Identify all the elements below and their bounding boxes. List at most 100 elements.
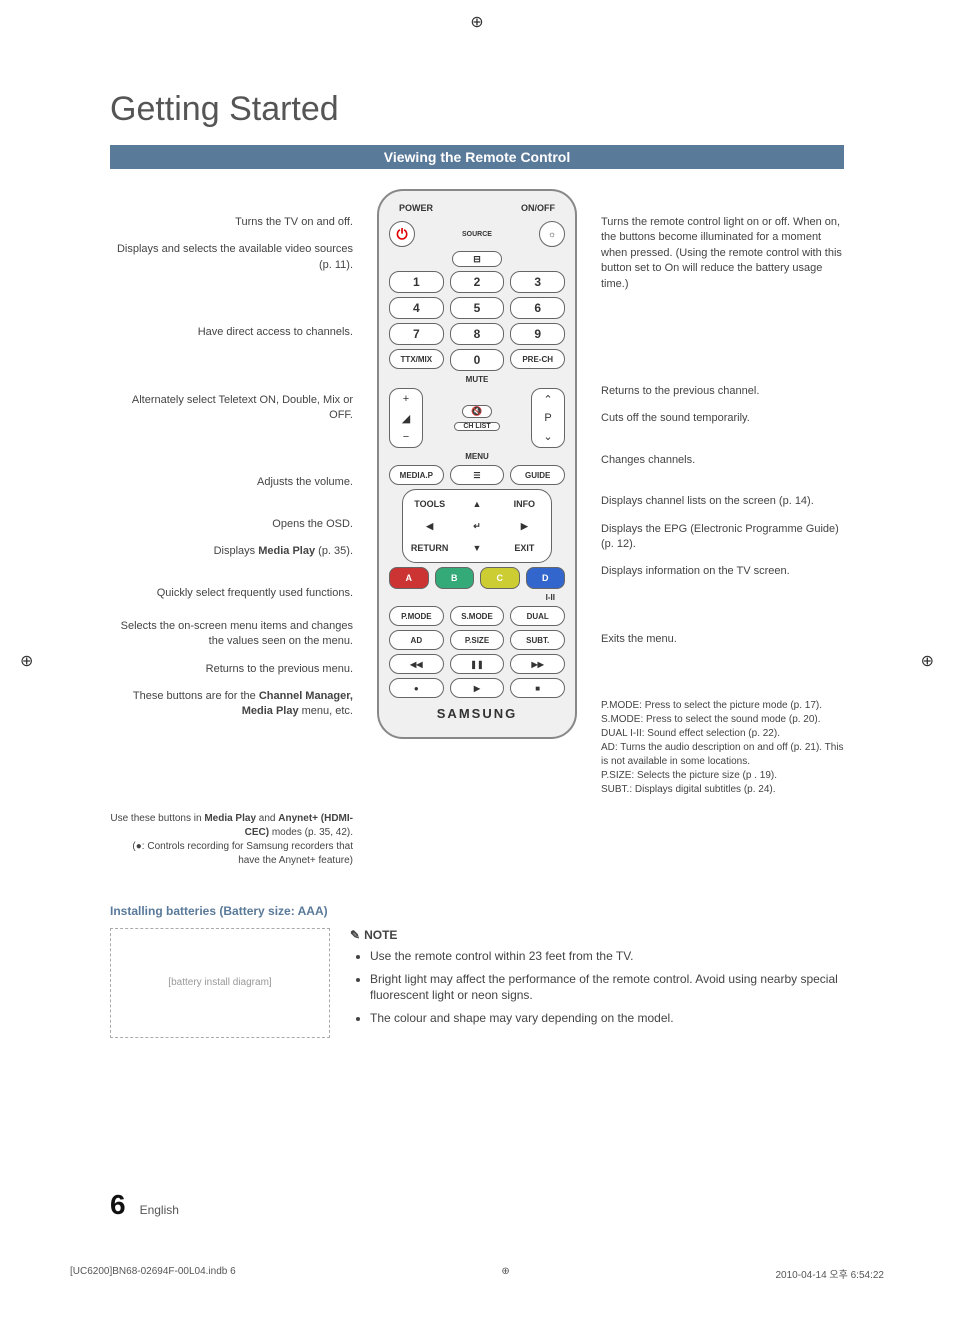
- psize-button[interactable]: P.SIZE: [450, 630, 505, 650]
- mediap-button[interactable]: MEDIA.P: [389, 465, 444, 485]
- desc-return: Returns to the previous menu.: [110, 662, 353, 677]
- right-column: Turns the remote control light on or off…: [587, 189, 844, 880]
- dual-label: I-II: [389, 593, 565, 602]
- menu-label: MENU: [389, 452, 565, 461]
- source-label: SOURCE: [421, 231, 533, 238]
- desc-modes: P.MODE: Press to select the picture mode…: [601, 699, 844, 797]
- nav-enter[interactable]: ↵: [454, 516, 499, 536]
- num-7-button[interactable]: 7: [389, 323, 444, 345]
- crop-mark-right: ⊕: [921, 651, 934, 671]
- nav-left[interactable]: ◀: [407, 516, 452, 536]
- record-button[interactable]: ●: [389, 678, 444, 698]
- desc-tools: Quickly select frequently used functions…: [110, 586, 353, 601]
- brand-logo: SAMSUNG: [389, 706, 565, 721]
- ch-down: ⌄: [543, 430, 552, 443]
- num-4-button[interactable]: 4: [389, 297, 444, 319]
- p-label: P: [544, 412, 551, 424]
- power-icon: ⏻: [396, 226, 407, 243]
- subt-button[interactable]: SUBT.: [510, 630, 565, 650]
- source-button[interactable]: ⊟: [452, 251, 502, 267]
- color-b-button[interactable]: B: [435, 567, 475, 589]
- dual-button[interactable]: DUAL: [510, 606, 565, 626]
- note-item: Bright light may affect the performance …: [370, 971, 844, 1005]
- nav-up[interactable]: ▲: [454, 494, 499, 514]
- crop-mark-left: ⊕: [20, 651, 33, 671]
- num-1-button[interactable]: 1: [389, 271, 444, 293]
- num-2-button[interactable]: 2: [450, 271, 505, 293]
- play-button[interactable]: ▶: [450, 678, 505, 698]
- crop-mark-top: ⊕: [470, 12, 483, 32]
- remote-layout: Turns the TV on and off. Displays and se…: [110, 189, 844, 880]
- desc-numbers: Have direct access to channels.: [110, 325, 353, 340]
- channel-rocker[interactable]: ⌃ P ⌄: [531, 388, 565, 448]
- left-column: Turns the TV on and off. Displays and se…: [110, 189, 367, 880]
- note-label: ✎NOTE: [350, 928, 844, 942]
- power-button[interactable]: ⏻: [389, 221, 415, 247]
- page-number: 6: [110, 1189, 126, 1221]
- doc-footer: [UC6200]BN68-02694F-00L04.indb 6 ⊕ 2010-…: [70, 1266, 884, 1281]
- nav-pad[interactable]: TOOLS ▲ INFO ◀ ↵ ▶ RETURN ▼ EXIT: [402, 489, 552, 563]
- num-6-button[interactable]: 6: [510, 297, 565, 319]
- num-8-button[interactable]: 8: [450, 323, 505, 345]
- num-9-button[interactable]: 9: [510, 323, 565, 345]
- rewind-button[interactable]: ◀◀: [389, 654, 444, 674]
- prech-button[interactable]: PRE-CH: [510, 349, 565, 369]
- nav-right[interactable]: ▶: [502, 516, 547, 536]
- return-button[interactable]: RETURN: [407, 538, 452, 558]
- ad-button[interactable]: AD: [389, 630, 444, 650]
- onoff-label: ON/OFF: [521, 203, 555, 213]
- desc-source: Displays and selects the available video…: [110, 242, 353, 273]
- tools-button[interactable]: TOOLS: [407, 494, 452, 514]
- fastfwd-button[interactable]: ▶▶: [510, 654, 565, 674]
- pmode-button[interactable]: P.MODE: [389, 606, 444, 626]
- ttx-button[interactable]: TTX/MIX: [389, 349, 444, 369]
- page-language: English: [140, 1203, 179, 1217]
- ch-up: ⌃: [543, 393, 552, 406]
- desc-light: Turns the remote control light on or off…: [601, 215, 844, 292]
- nav-down[interactable]: ▼: [454, 538, 499, 558]
- info-button[interactable]: INFO: [502, 494, 547, 514]
- light-icon: ☼: [548, 229, 556, 239]
- stop-button[interactable]: ■: [510, 678, 565, 698]
- vol-icon: ◢: [402, 412, 410, 425]
- note-block: ✎NOTE Use the remote control within 23 f…: [350, 928, 844, 1038]
- mute-button[interactable]: 🔇: [462, 405, 492, 418]
- remote-control: POWER ON/OFF ⏻ SOURCE ☼ ⊟ 1 2 3 4 5 6 7 …: [377, 189, 577, 739]
- desc-power: Turns the TV on and off.: [110, 215, 353, 230]
- doc-date: 2010-04-14 오후 6:54:22: [776, 1266, 884, 1281]
- desc-guide: Displays the EPG (Electronic Programme G…: [601, 522, 844, 553]
- num-5-button[interactable]: 5: [450, 297, 505, 319]
- note-list: Use the remote control within 23 feet fr…: [350, 948, 844, 1027]
- menu-button[interactable]: ☰: [450, 465, 505, 485]
- desc-info: Displays information on the TV screen.: [601, 564, 844, 579]
- color-c-button[interactable]: C: [480, 567, 520, 589]
- num-0-button[interactable]: 0: [450, 349, 505, 371]
- page-footer: 6 English: [110, 1189, 179, 1221]
- crop-mark-bottom: ⊕: [501, 1266, 509, 1281]
- mute-label: MUTE: [389, 375, 565, 384]
- note-item: Use the remote control within 23 feet fr…: [370, 948, 844, 965]
- battery-diagram: [battery install diagram]: [110, 928, 330, 1038]
- doc-file: [UC6200]BN68-02694F-00L04.indb 6: [70, 1266, 236, 1281]
- light-button[interactable]: ☼: [539, 221, 565, 247]
- desc-menu: Opens the OSD.: [110, 517, 353, 532]
- guide-button[interactable]: GUIDE: [510, 465, 565, 485]
- volume-rocker[interactable]: + ◢ −: [389, 388, 423, 448]
- exit-button[interactable]: EXIT: [502, 538, 547, 558]
- desc-prech: Returns to the previous channel.: [601, 384, 844, 399]
- desc-color: These buttons are for the Channel Manage…: [110, 689, 353, 720]
- desc-chlist: Displays channel lists on the screen (p.…: [601, 494, 844, 509]
- note-icon: ✎: [350, 928, 360, 942]
- note-item: The colour and shape may vary depending …: [370, 1010, 844, 1027]
- chlist-button[interactable]: CH LIST: [454, 422, 500, 431]
- num-3-button[interactable]: 3: [510, 271, 565, 293]
- color-a-button[interactable]: A: [389, 567, 429, 589]
- pause-button[interactable]: ❚❚: [450, 654, 505, 674]
- smode-button[interactable]: S.MODE: [450, 606, 505, 626]
- color-d-button[interactable]: D: [526, 567, 566, 589]
- desc-mute: Cuts off the sound temporarily.: [601, 411, 844, 426]
- desc-play: Use these buttons in Media Play and Anyn…: [110, 812, 353, 868]
- desc-channel: Changes channels.: [601, 453, 844, 468]
- page-title: Getting Started: [110, 90, 844, 129]
- desc-nav: Selects the on-screen menu items and cha…: [110, 619, 353, 650]
